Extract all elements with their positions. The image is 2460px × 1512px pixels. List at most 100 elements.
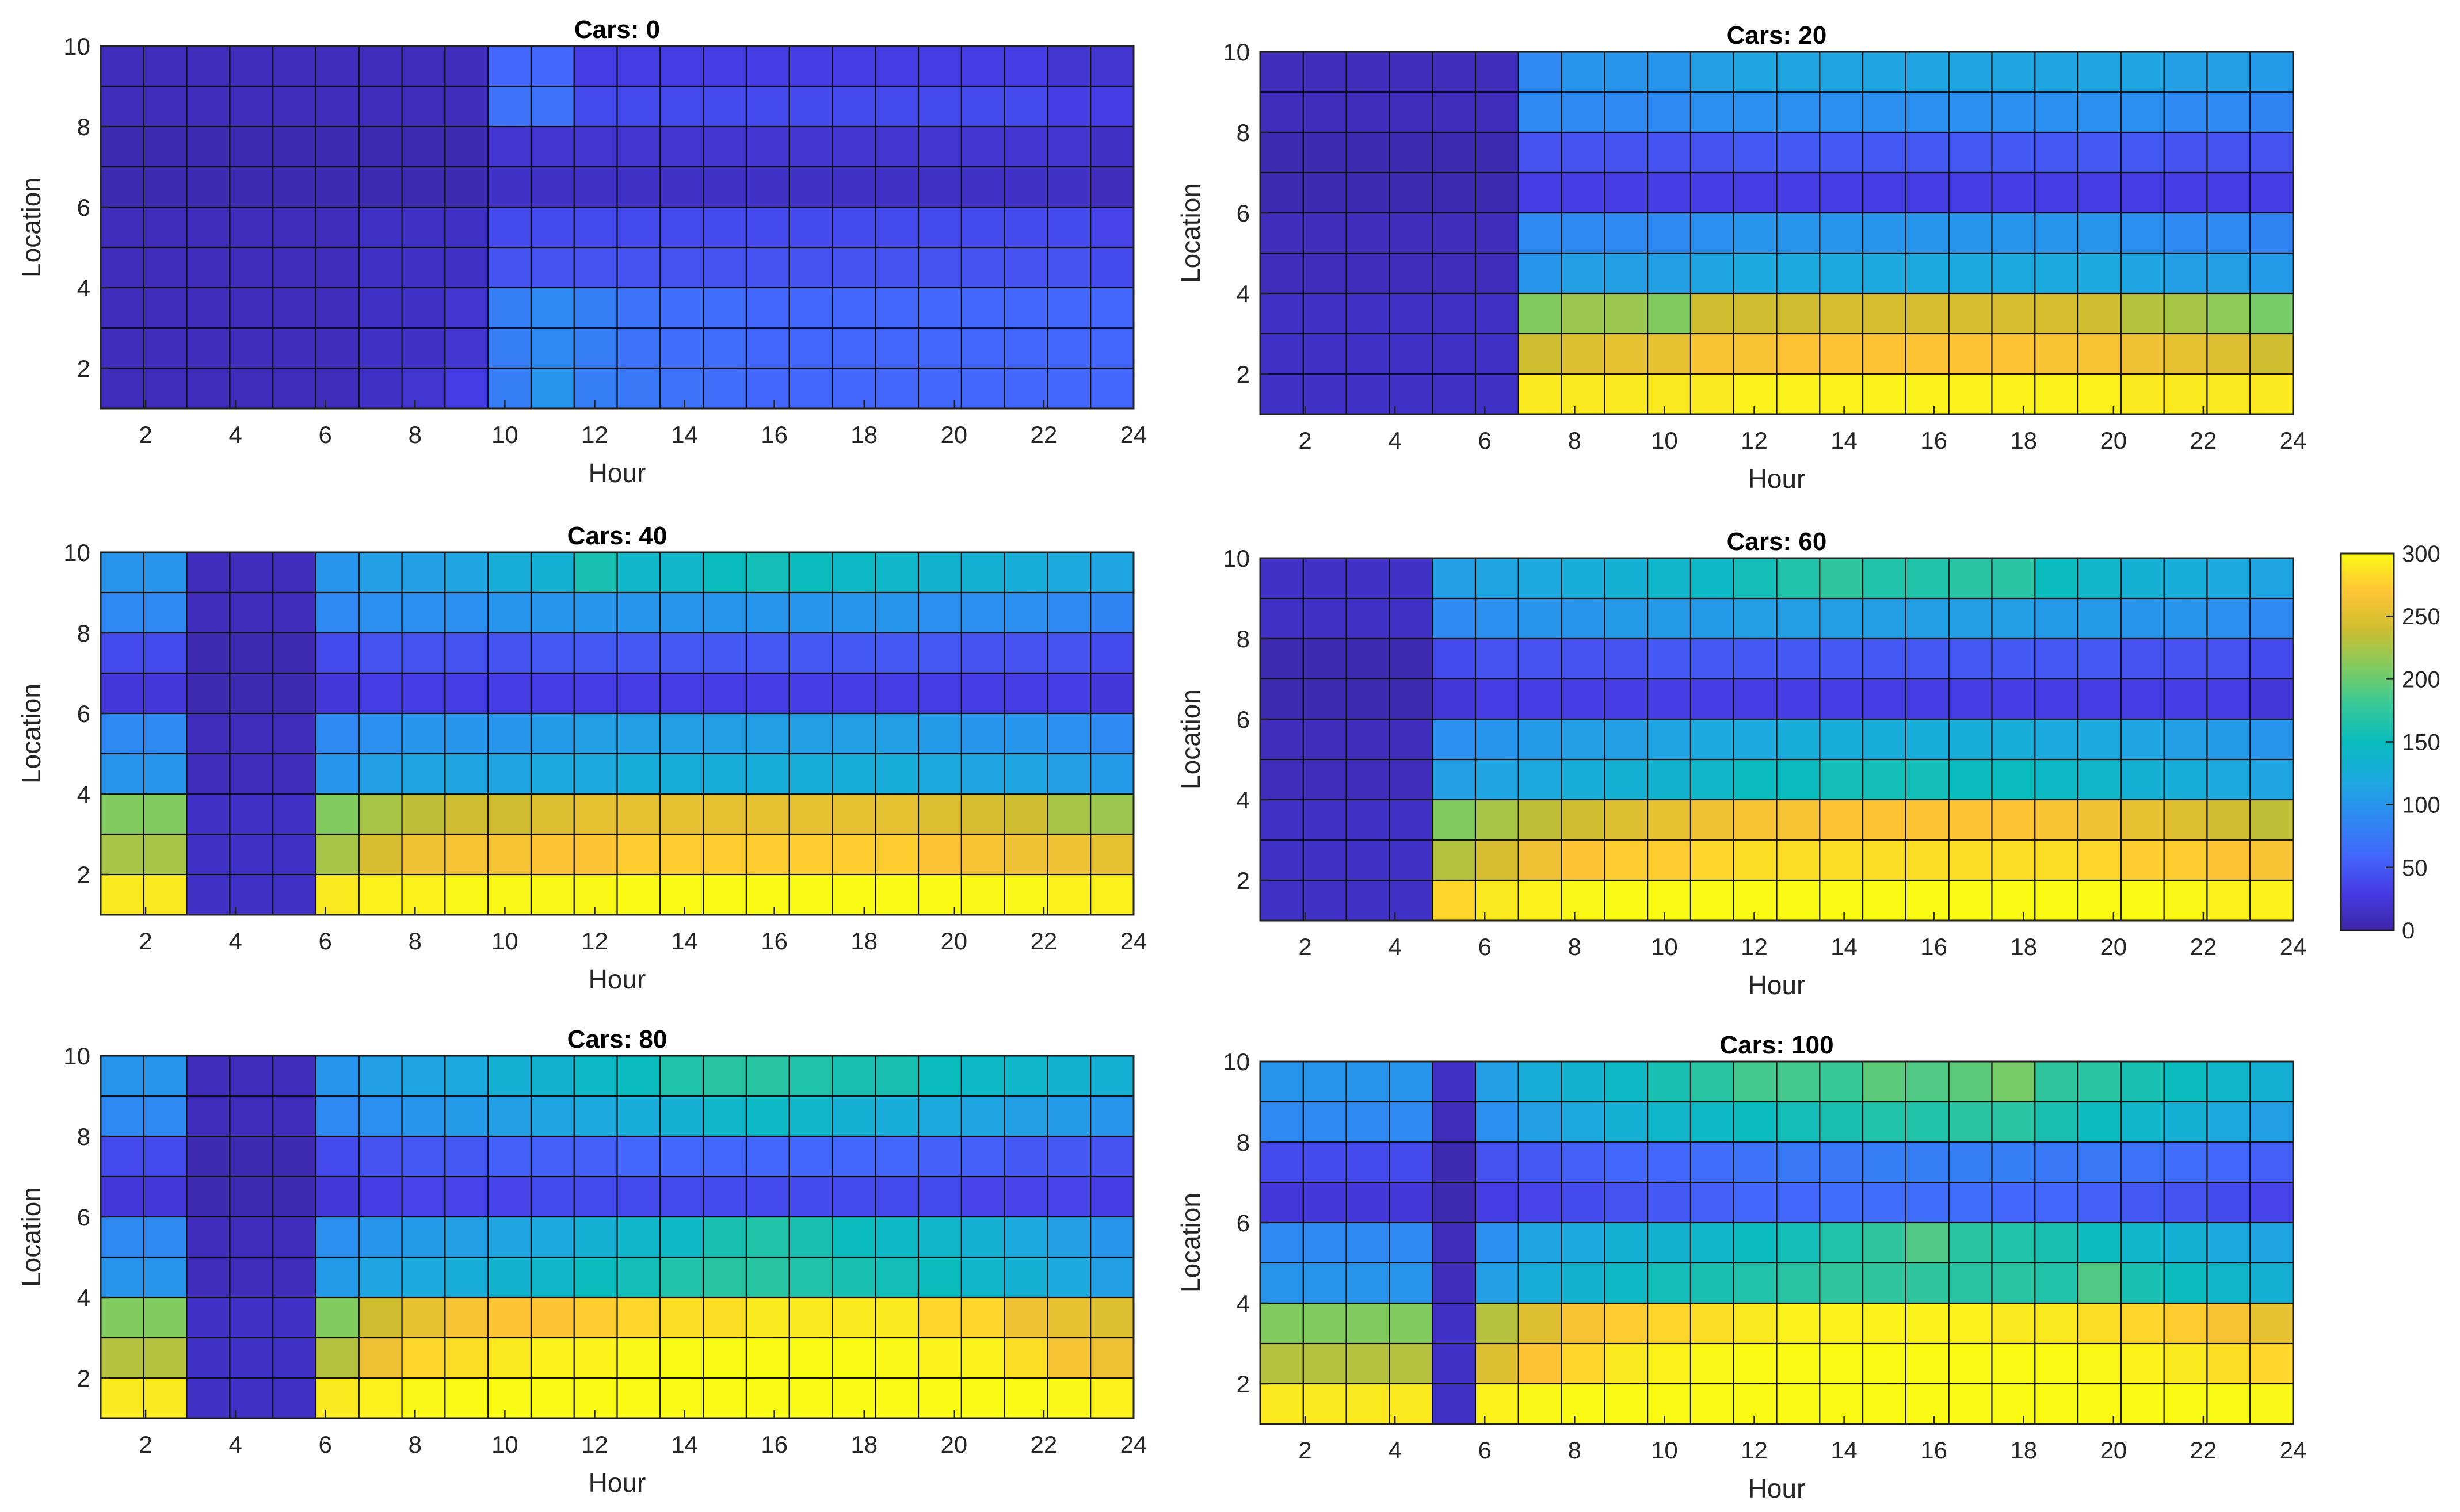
heatmap-cell [832,873,876,916]
heatmap-cell [1302,637,1347,680]
heatmap-cell [100,206,145,249]
heatmap-cell [1517,839,1562,881]
x-tick-label: 24 [1120,927,1147,954]
heatmap-cell [315,632,360,674]
heatmap-cell [788,753,833,795]
heatmap-cell [1776,678,1821,720]
heatmap-cell [444,1095,489,1137]
heatmap-cell [832,753,876,795]
x-tick-label: 10 [491,421,518,448]
x-tick-label: 12 [581,1431,608,1458]
heatmap-cell [1432,1141,1477,1183]
heatmap-cell [1862,557,1907,600]
heatmap-cell [1819,758,1864,801]
heatmap-cell [530,246,575,289]
heatmap-cell [1991,252,2036,295]
heatmap-cell [1647,597,1692,640]
heatmap-cell [917,793,963,835]
heatmap-cell [1776,1302,1821,1345]
heatmap-cell [2249,91,2294,133]
heatmap-cell [1862,597,1907,640]
heatmap-cell [2163,799,2208,841]
heatmap-cell [1991,678,2036,720]
heatmap-cell [1047,1175,1092,1218]
x-tick-label: 24 [2280,933,2307,960]
heatmap-cell [832,793,876,835]
colorbar-tick-label: 50 [2402,856,2428,881]
heatmap-cell [2034,373,2079,415]
x-tick-label: 14 [671,927,698,954]
heatmap-cell [530,551,575,594]
heatmap-cell [1389,678,1433,720]
y-tick-label: 4 [77,274,90,301]
heatmap-cell [186,1135,231,1178]
heatmap-cell [917,712,963,755]
heatmap-cell [1862,373,1907,415]
heatmap-cell [875,1337,920,1379]
heatmap-cell [315,125,360,168]
heatmap-cell [315,367,360,410]
heatmap-cell [1733,637,1778,680]
heatmap-cell [616,591,661,634]
x-tick-label: 18 [850,927,878,954]
y-axis-label: Location [16,177,46,277]
y-tick-label: 10 [1223,545,1250,572]
heatmap-cell [1689,1221,1735,1264]
heatmap-cell [1647,252,1692,295]
x-tick-label: 2 [139,927,152,954]
heatmap-cell [1432,333,1477,375]
heatmap-cell [1517,879,1562,922]
heatmap-cell [401,591,446,634]
heatmap-cell [573,45,618,87]
heatmap-cell [832,45,876,87]
heatmap-cell [745,85,790,128]
heatmap-cell [143,1377,188,1419]
heatmap-cell [832,632,876,674]
heatmap-cell [1090,833,1135,876]
heatmap-cell [702,45,747,87]
heatmap-cell [2163,1181,2208,1224]
heatmap-cell [1647,799,1692,841]
heatmap-cell [1302,1302,1347,1345]
heatmap-cell [229,833,274,876]
heatmap-cell [143,833,188,876]
heatmap-cell [1561,292,1605,335]
heatmap-cell [2034,839,2079,881]
heatmap-cell [1432,597,1477,640]
heatmap-cell [1259,1181,1305,1224]
heatmap-cell [1090,1175,1135,1218]
heatmap-cell [616,551,661,594]
heatmap-cell [2077,373,2122,415]
heatmap-cell [2034,718,2079,761]
heatmap-cell [1733,678,1778,720]
heatmap-cell [100,551,145,594]
heatmap-cell [1474,333,1520,375]
heatmap-cell [832,85,876,128]
heatmap-panel: Cars: 402 4 6 8 10 12 14 16 18 20 22 24246810HourLo… [16,522,1147,994]
heatmap-cell [1561,131,1605,174]
heatmap-cell [745,367,790,410]
heatmap-cell [1302,1181,1347,1224]
heatmap-cell [272,125,317,168]
heatmap-cell [100,1095,145,1137]
heatmap-cell [143,85,188,128]
heatmap-cell [1259,1141,1305,1183]
heatmap-cell [702,246,747,289]
heatmap-cell [573,206,618,249]
heatmap-cell [100,1337,145,1379]
heatmap-cell [1090,1296,1135,1339]
heatmap-cell [229,1337,274,1379]
heatmap-cell [229,287,274,329]
heatmap-cell [1689,212,1735,254]
heatmap-cell [530,1135,575,1178]
heatmap-cell [2120,51,2165,93]
heatmap-cell [1561,637,1605,680]
heatmap-cell [875,753,920,795]
heatmap-cell [401,632,446,674]
heatmap-cell [2206,171,2251,214]
heatmap-cell [832,833,876,876]
heatmap-cell [358,833,403,876]
heatmap-cell [2163,597,2208,640]
heatmap-cell [1991,879,2036,922]
heatmap-cell [1905,333,1950,375]
